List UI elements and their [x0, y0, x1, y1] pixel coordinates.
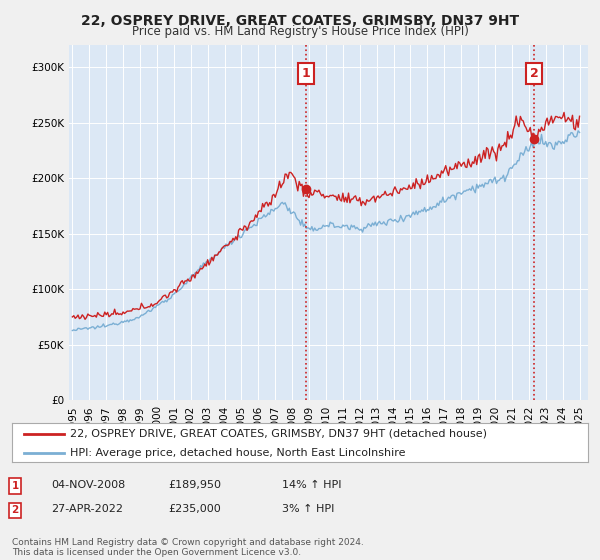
Text: 1: 1 — [11, 481, 19, 491]
Text: 04-NOV-2008: 04-NOV-2008 — [51, 480, 125, 490]
Text: 3% ↑ HPI: 3% ↑ HPI — [282, 504, 334, 514]
Text: 2: 2 — [11, 505, 19, 515]
Text: Contains HM Land Registry data © Crown copyright and database right 2024.
This d: Contains HM Land Registry data © Crown c… — [12, 538, 364, 557]
Text: HPI: Average price, detached house, North East Lincolnshire: HPI: Average price, detached house, Nort… — [70, 449, 405, 459]
Text: 14% ↑ HPI: 14% ↑ HPI — [282, 480, 341, 490]
Text: 22, OSPREY DRIVE, GREAT COATES, GRIMSBY, DN37 9HT (detached house): 22, OSPREY DRIVE, GREAT COATES, GRIMSBY,… — [70, 429, 487, 439]
Text: Price paid vs. HM Land Registry's House Price Index (HPI): Price paid vs. HM Land Registry's House … — [131, 25, 469, 38]
Text: 22, OSPREY DRIVE, GREAT COATES, GRIMSBY, DN37 9HT: 22, OSPREY DRIVE, GREAT COATES, GRIMSBY,… — [81, 14, 519, 28]
Text: £235,000: £235,000 — [168, 504, 221, 514]
Text: 1: 1 — [302, 67, 311, 80]
Text: 2: 2 — [530, 67, 539, 80]
Text: £189,950: £189,950 — [168, 480, 221, 490]
Text: 27-APR-2022: 27-APR-2022 — [51, 504, 123, 514]
